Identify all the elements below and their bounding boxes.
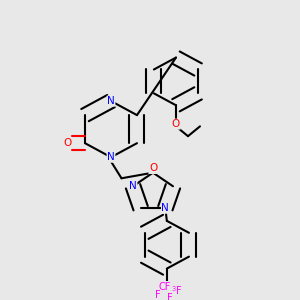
Text: O: O [63,138,71,148]
Text: N: N [129,181,137,191]
Text: F: F [155,290,161,300]
Text: 3: 3 [171,286,176,292]
Text: O: O [149,164,157,173]
Text: O: O [172,119,180,129]
Text: N: N [107,96,115,106]
Text: F: F [167,293,173,300]
Text: N: N [161,203,169,213]
Text: N: N [107,152,115,162]
Text: F: F [176,286,182,296]
Text: CF: CF [158,282,171,292]
